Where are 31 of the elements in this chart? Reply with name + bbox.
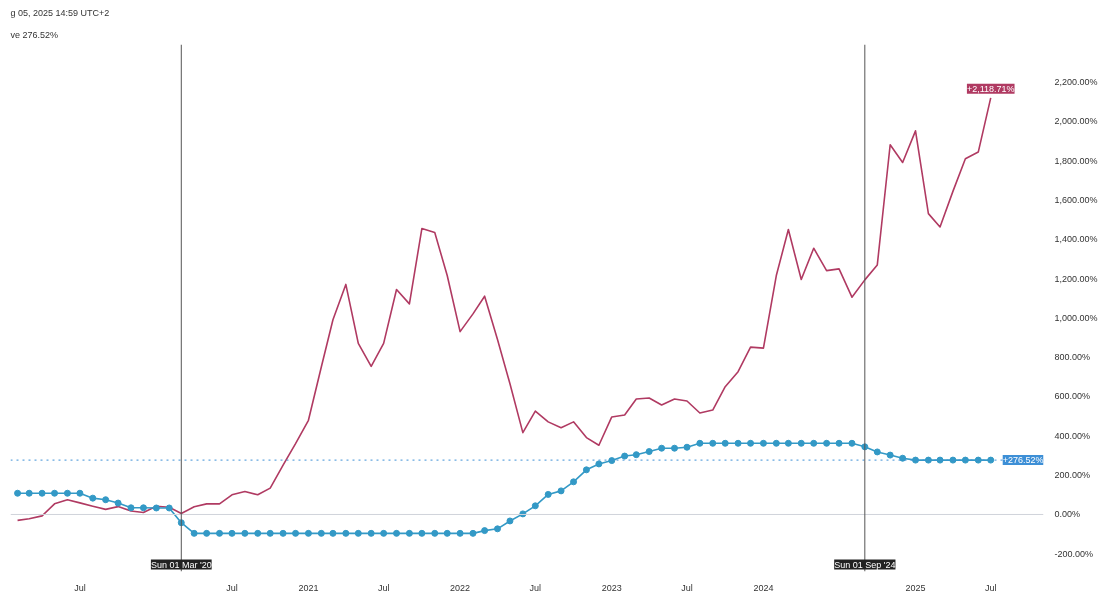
- ref-line-label: Sun 01 Mar '20: [150, 559, 212, 570]
- x-tick-label: Jul: [74, 582, 86, 593]
- y-tick-label: 400.00%: [1054, 430, 1091, 441]
- text: ve 276.52%: [10, 29, 59, 40]
- x-tick-label: Jul: [529, 582, 542, 593]
- y-tick-label: 0.00%: [1054, 509, 1081, 520]
- y-tick-label: 2,200.00%: [1054, 76, 1098, 87]
- ref-line-label: +276.52%: [1002, 455, 1044, 466]
- x-tick-label: 2023: [601, 582, 622, 593]
- x-tick-label: Jul: [984, 582, 997, 593]
- x-tick-label: 2024: [753, 582, 774, 593]
- y-tick-label: 1,200.00%: [1054, 273, 1098, 284]
- y-tick-label: -200.00%: [1054, 548, 1094, 559]
- y-tick-label: 1,800.00%: [1054, 155, 1098, 166]
- x-tick-label: 2022: [450, 582, 471, 593]
- y-tick-label: 1,600.00%: [1054, 194, 1098, 205]
- x-tick-label: Jul: [681, 582, 693, 593]
- y-tick-label: 800.00%: [1054, 352, 1091, 363]
- y-tick-label: 1,400.00%: [1054, 234, 1098, 245]
- y-tick-label: 600.00%: [1054, 391, 1091, 402]
- x-tick-label: Jul: [226, 582, 238, 593]
- line-series: [16, 97, 992, 522]
- y-tick-label: 200.00%: [1054, 470, 1091, 481]
- x-tick-label: 2025: [905, 582, 926, 593]
- x-tick-label: 2021: [298, 582, 319, 593]
- x-tick-label: Jul: [377, 582, 390, 593]
- text: g 05, 2025 14:59 UTC+2: [10, 7, 110, 18]
- annotation: +2,118.71%: [966, 83, 1015, 94]
- y-tick-label: 1,000.00%: [1054, 312, 1098, 323]
- y-tick-label: 2,000.00%: [1054, 116, 1098, 127]
- ref-line-label: Sun 01 Sep '24: [834, 559, 896, 570]
